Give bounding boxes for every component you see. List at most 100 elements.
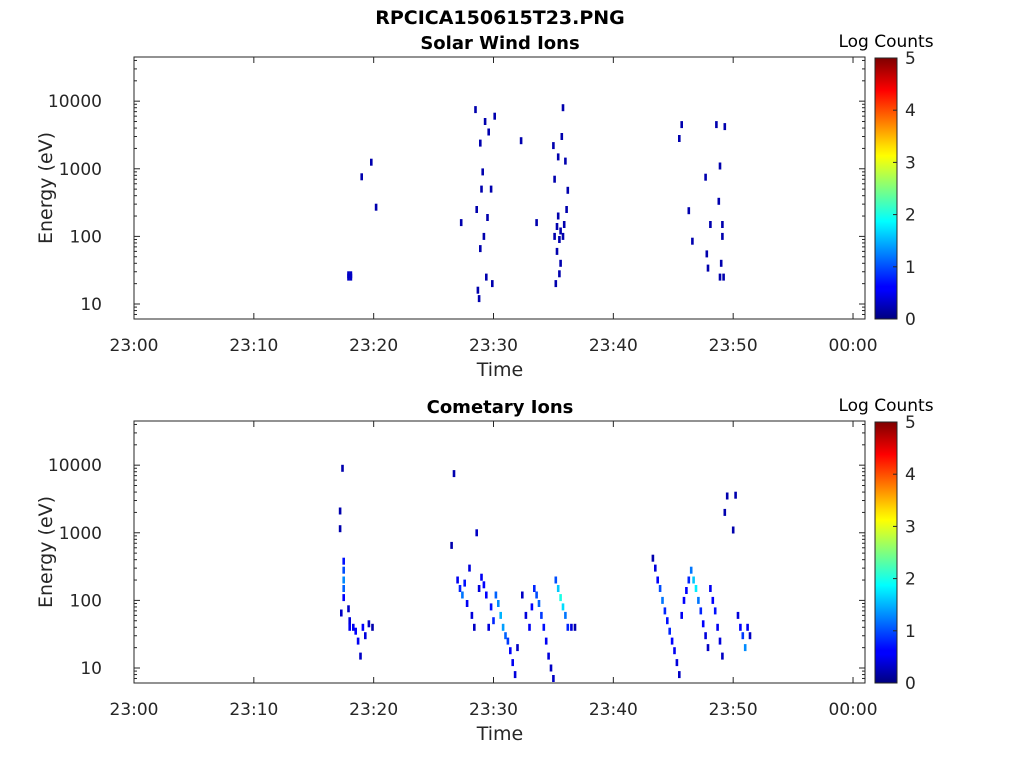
spectrogram-cell: [476, 286, 480, 294]
spectrogram-cell: [561, 603, 565, 611]
colorbar: [874, 57, 898, 320]
spectrogram-cell: [678, 135, 681, 142]
spectrogram-cell: [511, 659, 514, 667]
spectrogram-cell: [711, 596, 715, 604]
spectrogram-cell: [661, 596, 664, 604]
spectrogram-cell: [489, 603, 493, 611]
spectrogram-cell: [513, 671, 517, 679]
spectrogram-cell: [349, 273, 353, 281]
colorbar-tick-label: 2: [905, 206, 916, 226]
spectrogram-cell: [691, 237, 694, 245]
spectrogram-cell: [493, 112, 496, 120]
spectrogram-cell: [559, 594, 562, 602]
spectrogram-cell: [477, 585, 481, 592]
y-axis-label: Energy (eV): [35, 132, 57, 244]
spectrogram-cell: [499, 611, 502, 619]
spectrogram-cell: [475, 206, 478, 213]
spectrogram-cell: [556, 585, 560, 592]
spectrogram-cell: [559, 259, 562, 267]
spectrogram-cell: [556, 212, 560, 220]
spectrogram-cell: [717, 197, 721, 205]
spectrogram-cell: [547, 652, 550, 660]
spectrogram-cell: [570, 623, 573, 631]
spectrogram-plot: [347, 104, 727, 303]
spectrogram-cell: [723, 123, 727, 131]
spectrogram-cell: [715, 121, 718, 129]
y-tick-label: 10000: [48, 92, 102, 112]
spectrogram-cell: [654, 564, 657, 572]
y-tick-label: 1000: [59, 524, 102, 544]
y-ticks: 10 100 1000 10000: [48, 423, 865, 684]
spectrogram-cell: [552, 675, 555, 682]
spectrogram-cell: [487, 623, 490, 631]
spectrogram-cell: [706, 264, 710, 272]
x-tick-label: 23:00: [110, 700, 159, 720]
y-tick-label: 10: [80, 659, 102, 679]
x-tick-label: 23:30: [469, 336, 518, 356]
spectrogram-cell: [656, 576, 659, 584]
colorbar-tick-label: 0: [905, 310, 916, 330]
spectrogram-cell: [509, 647, 512, 655]
spectrogram-cell: [721, 652, 724, 660]
spectrogram-cell: [452, 470, 456, 478]
spectrogram-cell: [553, 232, 556, 240]
spectrogram-cell: [556, 153, 560, 161]
x-tick-label: 23:30: [469, 700, 518, 720]
spectrogram-cell: [492, 617, 495, 625]
spectrogram-cell: [528, 623, 531, 631]
x-tick-label: 23:20: [349, 336, 398, 356]
spectrogram-cell: [480, 185, 483, 193]
spectrogram-cell: [552, 142, 555, 150]
spectrogram-cell: [482, 581, 486, 589]
y-tick-label: 100: [70, 591, 102, 611]
spectrogram-cell: [566, 186, 570, 194]
spectrogram-cell: [524, 611, 528, 619]
spectrogram-cell: [354, 627, 357, 635]
spectrogram-cell: [687, 576, 691, 584]
spectrogram-cell: [458, 585, 462, 592]
spectrogram-cell: [562, 221, 566, 228]
spectrogram-cell: [725, 492, 729, 500]
spectrogram-cell: [535, 219, 538, 227]
spectrogram-cell: [722, 273, 725, 281]
y-axis-label: Energy (eV): [35, 496, 57, 608]
spectrogram-cell: [555, 247, 559, 255]
spectrogram-cell: [348, 617, 351, 625]
spectrogram-cell: [342, 557, 345, 565]
spectrogram-cell: [555, 223, 559, 230]
spectrogram-cell: [666, 617, 669, 625]
colorbar-label: Log Counts: [838, 32, 933, 52]
panel-title: Solar Wind Ions: [420, 33, 579, 54]
spectrogram-cell: [356, 637, 360, 645]
x-tick-label: 23:20: [349, 700, 398, 720]
x-ticks: 23:00 23:10 23:20 23:30 23:40 23:50 00:00: [110, 421, 878, 720]
spectrogram-cell: [564, 611, 567, 619]
spectrogram-cell: [506, 637, 510, 645]
spectrogram-cell: [540, 611, 543, 619]
spectrogram-cell: [746, 623, 749, 631]
spectrogram-cell: [361, 623, 365, 631]
spectrogram-cell: [491, 280, 494, 288]
spectrogram-cell: [739, 623, 742, 631]
spectrogram-cell: [718, 273, 722, 281]
spectrogram-cell: [465, 600, 469, 607]
spectrogram-cell: [474, 106, 477, 114]
spectrogram-cell: [501, 623, 505, 631]
spectrogram-cell: [736, 611, 740, 619]
x-tick-label: 23:00: [110, 336, 159, 356]
spectrogram-cell: [694, 585, 698, 592]
spectrogram-cell: [561, 104, 565, 112]
spectrogram-cell: [705, 250, 709, 258]
spectrogram-cell: [687, 207, 691, 215]
spectrogram-cell: [360, 173, 363, 181]
spectrogram-cell: [680, 121, 683, 129]
spectrogram-cell: [675, 659, 679, 667]
colorbar-tick-label: 4: [905, 465, 916, 485]
spectrogram-cell: [342, 594, 345, 602]
spectrogram-cell: [697, 596, 700, 604]
spectrogram-cell: [689, 566, 693, 574]
x-ticks: 23:00 23:10 23:20 23:30 23:40 23:50 00:00: [110, 57, 878, 356]
spectrogram-cell: [475, 529, 478, 537]
spectrogram-cell: [470, 611, 474, 619]
